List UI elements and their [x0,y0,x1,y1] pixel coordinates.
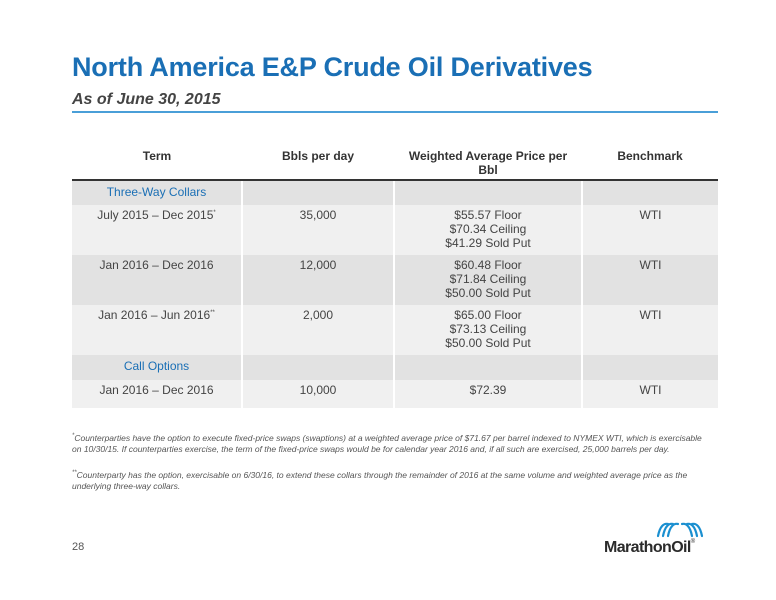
table-row: Jan 2016 – Dec 2016 10,000 $72.39 WTI [72,380,718,408]
table-header-row: Term Bbls per day Weighted Average Price… [72,140,718,181]
section-label: Three-Way Collars [72,180,242,205]
derivatives-table: Term Bbls per day Weighted Average Price… [72,140,718,408]
cell-term: July 2015 – Dec 2015* [72,205,242,255]
page-number: 28 [72,541,85,553]
cell-term: Jan 2016 – Jun 2016** [72,305,242,355]
footnote-swaptions: *Counterparties have the option to execu… [72,433,702,454]
cell-bbls: 10,000 [241,380,394,408]
cell-bbls: 12,000 [241,255,394,305]
marathon-oil-logo: MarathonOil® [604,518,722,558]
column-header-price: Weighted Average Price per Bbl [394,140,582,181]
footnote-collar-extension: **Counterparty has the option, exercisab… [72,470,688,491]
section-row-three-way-collars: Three-Way Collars [72,180,718,205]
page-subtitle: As of June 30, 2015 [72,91,221,108]
section-row-call-options: Call Options [72,355,718,380]
page-title: North America E&P Crude Oil Derivatives [72,52,593,82]
section-label: Call Options [72,355,242,380]
title-divider [72,111,718,113]
cell-bbls: 35,000 [241,205,394,255]
cell-term: Jan 2016 – Dec 2016 [72,255,242,305]
marathon-waves-icon [656,522,704,538]
cell-price: $55.57 Floor $70.34 Ceiling $41.29 Sold Pu… [393,205,582,255]
cell-price: $65.00 Floor $73.13 Ceiling $50.00 Sold Pu… [393,305,582,355]
cell-benchmark: WTI [581,380,718,408]
table-row: July 2015 – Dec 2015* 35,000 $55.57 Floo… [72,205,718,255]
cell-price: $60.48 Floor $71.84 Ceiling $50.00 Sold Pu… [393,255,582,305]
table-row: Jan 2016 – Jun 2016** 2,000 $65.00 Floor… [72,305,718,355]
cell-bbls: 2,000 [241,305,394,355]
logo-wordmark: MarathonOil® [604,539,695,556]
column-header-bbls: Bbls per day [242,140,394,181]
cell-benchmark: WTI [581,305,718,355]
column-header-term: Term [72,140,242,181]
cell-benchmark: WTI [581,255,718,305]
cell-price: $72.39 [393,380,582,408]
table-row: Jan 2016 – Dec 2016 12,000 $60.48 Floor $… [72,255,718,305]
column-header-benchmark: Benchmark [582,140,718,181]
cell-benchmark: WTI [581,205,718,255]
cell-term: Jan 2016 – Dec 2016 [72,380,242,408]
